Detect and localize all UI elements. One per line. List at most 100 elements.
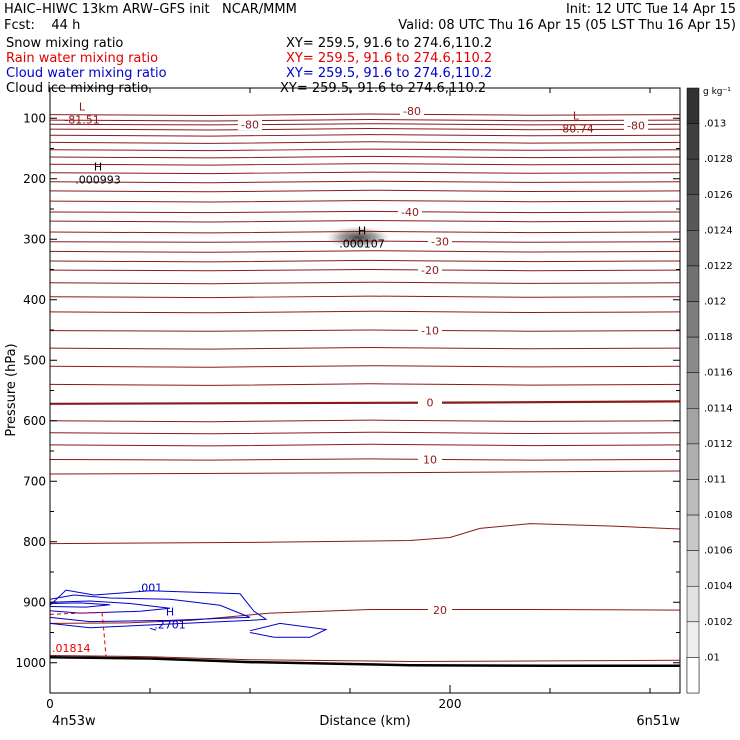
rain-water-contour [101,612,107,657]
colorbar-label: .0112 [704,439,733,450]
isotherm-label-bg [418,264,442,277]
y-tick-label: 900 [23,595,46,609]
isotherm-line [49,113,681,117]
colorbar-label: .0106 [704,546,733,557]
colorbar-swatch [686,443,700,480]
isotherm-line [49,155,681,159]
isotherm-line [49,180,681,184]
x-end-label: 6n51w [636,714,680,729]
isotherm-label--10: -10 [421,325,439,338]
isotherm-line [49,127,681,131]
isotherm-line [49,419,681,423]
colorbar-swatch [686,158,700,196]
field-xy-cloudwater: XY= 259.5, 91.6 to 274.6,110.2 [286,66,493,81]
x-tick-label: 0 [46,697,54,711]
colorbar-swatch [686,479,700,516]
colorbar-label: .012 [704,297,726,308]
field-name-rain: Rain water mixing ratio [6,51,159,66]
y-tick-label: 100 [23,111,46,125]
surface-line [49,656,680,668]
x-axis-title: Distance (km) [319,714,410,729]
colorbar-swatch [686,585,700,623]
isotherm-label-bg [400,104,424,117]
colorbar-label: .013 [704,119,726,130]
colorbar-swatch [686,550,700,587]
isotherm-label-bg [418,396,442,409]
y-tick-label: 600 [23,414,46,428]
rain-water-contour [49,612,103,615]
isotherm-label-bg [624,119,648,132]
colorbar-label: .0122 [704,261,733,272]
isotherm-line [49,148,681,152]
extremum-h-symbol: H [166,606,174,619]
isotherm-line [49,365,681,368]
isotherm-label-bg [418,453,442,466]
isotherm-20 [49,609,681,624]
colorbar-label: .0108 [704,510,733,521]
model-title: HAIC–HIWC 13km ARW–GFS init NCAR/MMM [4,2,297,17]
field-name-cloudwater: Cloud water mixing ratio [6,66,167,81]
isotherm-line [49,189,681,193]
isotherm-line [49,134,681,137]
y-tick-label: 200 [23,172,46,186]
field-xy-snow: XY= 259.5, 91.6 to 274.6,110.2 [286,36,493,51]
isotherm-label--80-top: -80 [403,105,421,118]
init-time: Init: 12 UTC Tue 14 Apr 15 [565,2,736,17]
extremum-h-symbol: H [94,160,102,173]
x-tick-label: 200 [439,697,462,711]
colorbar-label: .0116 [704,368,733,379]
isotherm-label-10: 10 [423,453,437,466]
colorbar-swatch [686,194,700,231]
colorbar-unit: g kg⁻¹ [703,87,731,97]
isotherm-label-bg [428,235,452,248]
isotherm--20 [49,268,681,272]
y-tick-label: 400 [23,293,46,307]
colorbar-label: .0102 [704,617,733,628]
isotherm-line [49,431,681,435]
colorbar-swatch [686,657,700,694]
isotherm-line [49,655,681,663]
colorbar-swatch [686,265,700,302]
colorbar-swatch [686,87,700,124]
isotherm-label--80: -80 [241,118,259,131]
colorbar-label: .0124 [704,225,733,236]
colorbar-swatch [686,514,700,551]
colorbar-swatch [686,621,700,658]
colorbar-swatch [686,408,700,445]
isotherm-10 [49,458,681,461]
colorbar-swatch [686,336,700,373]
isotherm-label--30: -30 [431,236,449,249]
colorbar-label: .0118 [704,332,733,343]
isotherm-label--20: -20 [421,264,439,277]
isotherm-line [49,281,681,285]
isotherm-line [49,250,681,253]
forecast-hour: Fcst: 44 h [4,18,81,33]
y-tick-label: 700 [23,474,46,488]
y-axis-title: Pressure (hPa) [4,343,19,436]
extremum-value: .2701 [154,619,186,632]
field-xy-rain: XY= 259.5, 91.6 to 274.6,110.2 [286,51,493,66]
colorbar-label: .0104 [704,581,733,592]
isotherm-label-bg [238,118,262,131]
extremum-value: -81.51 [64,113,99,126]
colorbar-swatch [686,301,700,338]
extremum-l-symbol: L [573,110,580,123]
field-name-snow: Snow mixing ratio [6,36,124,51]
isotherm-label--40: -40 [401,206,419,219]
isotherm-line [49,118,681,122]
y-tick-label: 300 [23,232,46,246]
y-tick-label: 800 [23,535,46,549]
isotherm-line [49,219,681,223]
isotherm-line [49,163,681,166]
colorbar-label: .0126 [704,190,733,201]
colorbar-swatch [686,123,700,160]
valid-time: Valid: 08 UTC Thu 16 Apr 15 (05 LST Thu … [398,18,736,33]
extremum-h-symbol: H [358,224,366,237]
isotherm-line [49,230,681,234]
isotherm-0 [49,400,681,405]
colorbar-label: .0114 [704,403,733,414]
isotherm-line [49,171,681,175]
isotherm--40 [49,210,681,214]
extremum-value: -80.74 [558,123,593,136]
